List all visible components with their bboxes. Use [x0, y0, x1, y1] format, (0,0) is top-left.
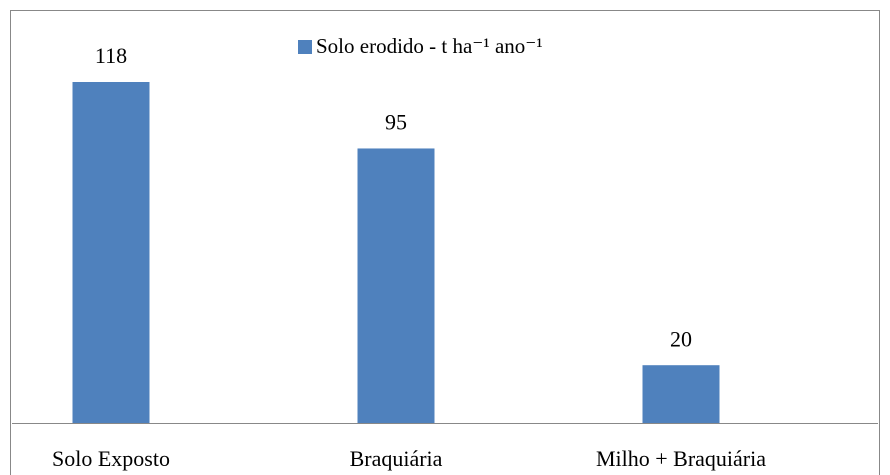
- x-tick-label: Solo Exposto: [52, 446, 170, 471]
- x-tick-label: Braquiária: [350, 446, 443, 471]
- data-label: 20: [670, 326, 692, 351]
- bar: [642, 365, 720, 423]
- chart-border: [10, 10, 880, 475]
- data-label: 118: [95, 43, 127, 68]
- x-tick-label: Milho + Braquiária: [596, 446, 766, 471]
- legend-swatch: [298, 40, 312, 54]
- bar: [72, 82, 150, 423]
- legend-label: Solo erodido - t ha⁻¹ ano⁻¹: [316, 34, 543, 58]
- bar: [357, 148, 435, 423]
- data-label: 95: [385, 110, 407, 135]
